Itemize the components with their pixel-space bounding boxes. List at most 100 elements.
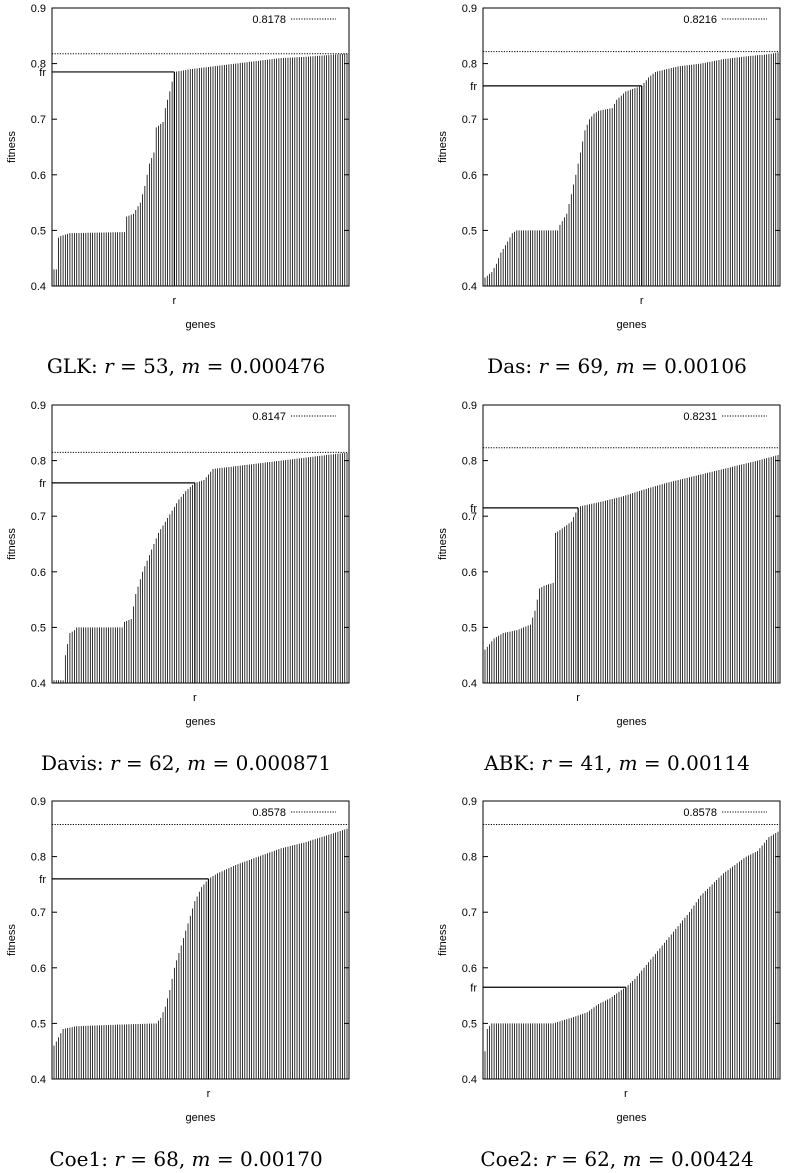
chart-panel: 0.40.50.60.70.80.90.8178frrgenesfitnessG… bbox=[6, 3, 350, 378]
caption-dataset: GLK: bbox=[47, 354, 98, 378]
y-tick-label: 0.7 bbox=[462, 907, 477, 919]
y-tick-label: 0.8 bbox=[462, 59, 477, 71]
y-axis-label: fitness bbox=[6, 924, 18, 956]
y-tick-label: 0.5 bbox=[31, 1018, 46, 1030]
panel-caption: Coe1: r = 68, m = 0.00170 bbox=[49, 1147, 322, 1171]
legend-label: 0.8147 bbox=[252, 411, 286, 423]
y-axis-label: fitness bbox=[437, 528, 449, 560]
x-axis-label: genes bbox=[617, 1112, 647, 1124]
fr-label: fr bbox=[39, 874, 46, 886]
x-axis-label: genes bbox=[617, 319, 647, 331]
panel-caption: ABK: r = 41, m = 0.00114 bbox=[483, 751, 750, 775]
caption-r-var: r bbox=[104, 354, 115, 378]
y-tick-label: 0.6 bbox=[462, 567, 477, 579]
x-axis-label: genes bbox=[186, 1112, 216, 1124]
caption-dataset: Coe2: bbox=[480, 1147, 539, 1171]
y-tick-label: 0.4 bbox=[31, 281, 46, 293]
y-tick-label: 0.6 bbox=[462, 963, 477, 975]
caption-m-var: m bbox=[616, 354, 635, 378]
r-label: r bbox=[624, 1088, 628, 1100]
y-tick-label: 0.7 bbox=[31, 114, 46, 126]
y-axis-label: fitness bbox=[6, 131, 18, 163]
fr-label: fr bbox=[470, 982, 477, 994]
y-tick-label: 0.8 bbox=[31, 852, 46, 864]
caption-m-value: = 0.00106 bbox=[635, 354, 747, 378]
y-tick-label: 0.8 bbox=[462, 456, 477, 468]
caption-r-var: r bbox=[541, 751, 552, 775]
panel-caption: Davis: r = 62, m = 0.000871 bbox=[41, 751, 331, 775]
r-label: r bbox=[193, 692, 197, 704]
y-tick-label: 0.4 bbox=[31, 678, 46, 690]
caption-r-var: r bbox=[545, 1147, 556, 1171]
caption-r-var: r bbox=[110, 751, 121, 775]
y-tick-label: 0.8 bbox=[31, 456, 46, 468]
y-tick-label: 0.9 bbox=[31, 796, 46, 808]
y-tick-label: 0.9 bbox=[462, 796, 477, 808]
caption-m-var: m bbox=[192, 1147, 211, 1171]
y-tick-label: 0.7 bbox=[31, 907, 46, 919]
x-axis-label: genes bbox=[186, 319, 216, 331]
caption-m-value: = 0.00170 bbox=[211, 1147, 323, 1171]
y-axis-label: fitness bbox=[437, 924, 449, 956]
chart-panel: 0.4 0.5 0.6 0.7 0.8 0.9 0.8231 fr r genes fitness A… bbox=[437, 400, 781, 775]
legend-label: 0.8578 bbox=[683, 807, 717, 819]
fr-label: fr bbox=[39, 478, 46, 490]
caption-r-value: = 62, bbox=[120, 751, 188, 775]
y-axis-label: fitness bbox=[6, 528, 18, 560]
y-tick-label: 0.6 bbox=[462, 170, 477, 182]
y-tick-label: 0.7 bbox=[462, 511, 477, 523]
caption-m-value: = 0.000871 bbox=[206, 751, 331, 775]
caption-m-value: = 0.00424 bbox=[642, 1147, 754, 1171]
plot-frame bbox=[51, 404, 350, 684]
plot-frame bbox=[482, 800, 781, 1080]
caption-r-value: = 68, bbox=[124, 1147, 192, 1171]
y-tick-label: 0.4 bbox=[462, 678, 477, 690]
plot-frame bbox=[482, 404, 781, 684]
legend-label: 0.8578 bbox=[252, 807, 286, 819]
y-tick-label: 0.4 bbox=[462, 281, 477, 293]
fr-label: fr bbox=[470, 503, 477, 515]
legend-label: 0.8216 bbox=[683, 14, 717, 26]
y-tick-label: 0.4 bbox=[31, 1074, 46, 1086]
plot-frame bbox=[51, 7, 350, 287]
y-tick-label: 0.7 bbox=[462, 114, 477, 126]
chart-panel: 0.4 0.5 0.6 0.7 0.8 0.9 0.8216 fr r genes fitness D… bbox=[437, 3, 781, 378]
y-tick-label: 0.9 bbox=[31, 400, 46, 412]
y-tick-label: 0.9 bbox=[462, 3, 477, 15]
caption-r-var: r bbox=[538, 354, 549, 378]
panel-caption: Das: r = 69, m = 0.00106 bbox=[487, 354, 747, 378]
r-label: r bbox=[173, 295, 177, 307]
caption-r-var: r bbox=[114, 1147, 125, 1171]
y-tick-label: 0.6 bbox=[31, 963, 46, 975]
caption-m-value: = 0.000476 bbox=[200, 354, 325, 378]
y-tick-label: 0.5 bbox=[462, 225, 477, 237]
y-tick-label: 0.9 bbox=[31, 3, 46, 15]
panel-caption: GLK: r = 53, m = 0.000476 bbox=[47, 354, 325, 378]
plot-frame bbox=[51, 800, 350, 1080]
legend-label: 0.8178 bbox=[252, 14, 286, 26]
fr-label: fr bbox=[39, 67, 46, 79]
chart-panel: 0.4 0.5 0.6 0.7 0.8 0.9 0.8578 fr r genes fitness C… bbox=[437, 796, 781, 1171]
caption-r-value: = 69, bbox=[548, 354, 616, 378]
fr-label: fr bbox=[470, 81, 477, 93]
caption-m-var: m bbox=[187, 751, 206, 775]
chart-panel: 0.4 0.5 0.6 0.7 0.8 0.9 0.8578 fr r genes fitness C… bbox=[6, 796, 350, 1171]
y-tick-label: 0.8 bbox=[31, 59, 46, 71]
r-label: r bbox=[640, 295, 644, 307]
panel-caption: Coe2: r = 62, m = 0.00424 bbox=[480, 1147, 753, 1171]
caption-dataset: Davis: bbox=[41, 751, 104, 775]
caption-dataset: ABK: bbox=[483, 751, 535, 775]
caption-m-var: m bbox=[623, 1147, 642, 1171]
caption-r-value: = 41, bbox=[551, 751, 619, 775]
y-tick-label: 0.5 bbox=[31, 622, 46, 634]
y-tick-label: 0.6 bbox=[31, 567, 46, 579]
legend-label: 0.8231 bbox=[683, 411, 717, 423]
plot-frame bbox=[482, 7, 781, 287]
y-tick-label: 0.5 bbox=[462, 622, 477, 634]
y-tick-label: 0.9 bbox=[462, 400, 477, 412]
caption-m-value: = 0.00114 bbox=[638, 751, 750, 775]
y-tick-label: 0.5 bbox=[462, 1018, 477, 1030]
y-tick-label: 0.7 bbox=[31, 511, 46, 523]
x-axis-label: genes bbox=[186, 716, 216, 728]
